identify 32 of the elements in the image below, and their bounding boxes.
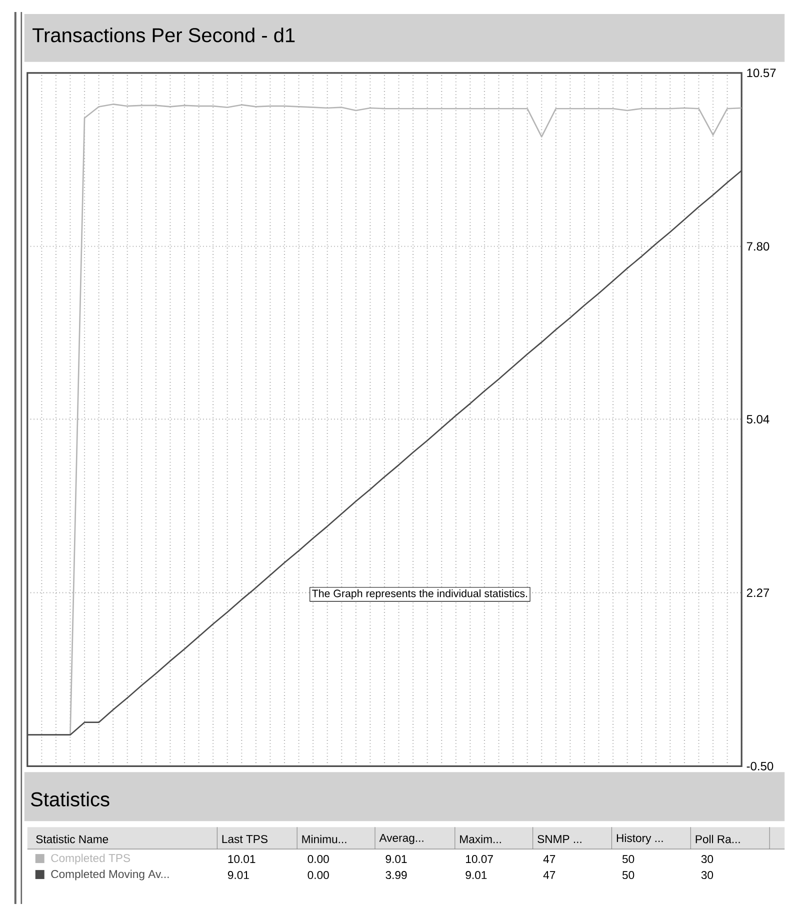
text: 0.00 (308, 855, 330, 864)
text: 47 (543, 871, 556, 879)
text: Maxim... (460, 834, 501, 844)
text: 30 (701, 855, 714, 864)
y-tick-label: 7.80 (747, 242, 770, 251)
annotation: The Graph represents the individual statistics. (312, 589, 528, 600)
y-tick-label: 2.27 (747, 588, 770, 597)
y-tick-label: 10.57 (747, 68, 776, 78)
text: 9.01 (386, 855, 407, 864)
text: 9.01 (228, 871, 249, 880)
legend-label: Completed Moving Av... (51, 870, 169, 880)
text: 30 (701, 871, 714, 880)
text: Last TPS (222, 835, 268, 844)
text: SNMP ... (538, 835, 582, 844)
text: Averag... (379, 834, 424, 844)
text: Minimu... (302, 834, 346, 844)
text: Statistic Name (36, 834, 108, 844)
text: 0.00 (308, 871, 330, 880)
chart-title: Transactions Per Second - d1 (32, 28, 295, 42)
text: 50 (622, 855, 634, 864)
y-tick-label: -0.50 (746, 762, 774, 770)
text: Poll Ra... (696, 834, 740, 844)
text: 10.07 (466, 855, 494, 864)
y-tick-label: 5.04 (746, 414, 770, 424)
text: Statistics (31, 792, 110, 806)
text: 47 (543, 855, 556, 863)
text: 3.99 (386, 871, 407, 880)
text: History ... (617, 834, 663, 844)
text: 10.01 (228, 855, 256, 864)
legend-label: Completed TPS (51, 854, 130, 864)
text: 9.01 (466, 871, 487, 880)
text: 50 (622, 871, 634, 880)
